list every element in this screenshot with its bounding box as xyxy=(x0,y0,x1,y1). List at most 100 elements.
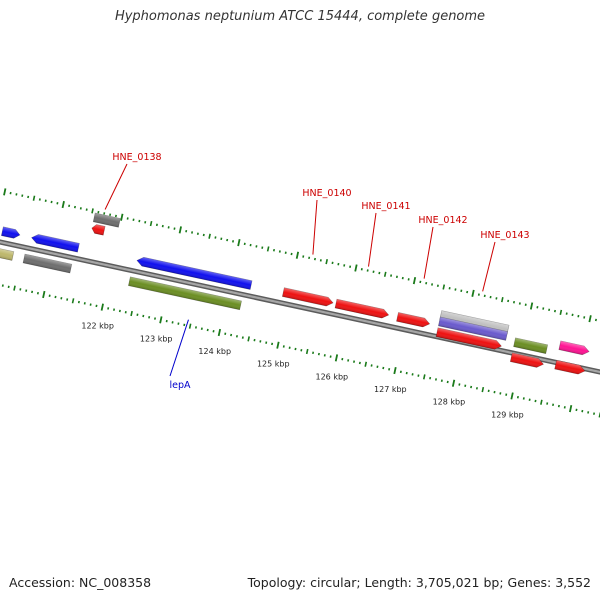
gene-g-blue-1 xyxy=(31,234,80,253)
gene-label-hne_0142: HNE_0142 xyxy=(418,215,467,226)
tick-mark xyxy=(32,195,36,201)
tick-mark xyxy=(364,361,368,367)
gene-g-lepA-olive xyxy=(128,276,242,311)
tick-mark xyxy=(188,323,192,329)
tick-mark xyxy=(559,309,563,315)
tick-mark xyxy=(451,379,456,387)
gene-shading xyxy=(396,312,430,327)
gene-shading xyxy=(510,352,544,368)
leader-line-hne_0138 xyxy=(104,163,128,210)
tick-label-126-kbp: 126 kbp xyxy=(316,372,349,381)
kbp-tick-labels: 122 kbp 123 kbp 124 kbp 125 kbp 126 kbp 127 k… xyxy=(81,322,523,420)
tick-mark xyxy=(71,298,75,304)
tick-mark xyxy=(442,284,446,290)
gene-g-HNE_0143-red xyxy=(435,327,502,350)
gene-shading xyxy=(1,226,20,239)
gene-g-HNE_0143-lav xyxy=(438,316,508,341)
gene-g-khaki-0 xyxy=(0,247,15,261)
leader-line-hne_0142 xyxy=(423,226,434,279)
gene-shading xyxy=(439,310,510,334)
tick-mark xyxy=(481,386,485,393)
gene-g-olive-2 xyxy=(513,337,549,354)
accession-text: Accession: NC_008358 xyxy=(9,575,152,590)
gene-shading xyxy=(91,224,106,236)
tick-mark xyxy=(529,302,534,310)
gene-g-HNE_0142 xyxy=(396,312,431,328)
tick-mark xyxy=(237,238,241,247)
gene-shading xyxy=(438,317,508,341)
tick-label-124-kbp: 124 kbp xyxy=(198,347,231,356)
tick-mark xyxy=(422,374,426,380)
tick-mark xyxy=(120,213,124,221)
tick-mark xyxy=(588,315,592,323)
tick-mark xyxy=(13,285,16,291)
gene-label-hne_0143: HNE_0143 xyxy=(480,230,529,241)
gene-label-hne_0140: HNE_0140 xyxy=(302,188,351,199)
tick-label-125-kbp: 125 kbp xyxy=(257,360,290,369)
tick-mark xyxy=(42,290,46,299)
tick-mark xyxy=(540,399,543,405)
tick-mark xyxy=(276,341,280,349)
gene-shading xyxy=(436,327,502,350)
tick-mark xyxy=(149,220,153,227)
tick-mark xyxy=(100,303,104,311)
gene-shading xyxy=(136,257,253,290)
leader-line-hne_0140 xyxy=(312,199,318,255)
tick-label-128-kbp: 128 kbp xyxy=(433,398,466,407)
tick-mark xyxy=(393,366,397,375)
tick-label-122-kbp: 122 kbp xyxy=(81,322,114,331)
gene-shading xyxy=(128,276,242,310)
tick-mark xyxy=(334,354,339,362)
gene-g-magenta xyxy=(558,340,590,356)
genome-backbone xyxy=(0,239,600,375)
tick-mark xyxy=(178,226,182,234)
gene-g-gray-2 xyxy=(92,212,121,228)
tick-mark xyxy=(295,251,300,259)
tick-mark xyxy=(305,348,309,355)
label-leader-lines xyxy=(104,163,496,377)
gene-shading xyxy=(0,248,14,261)
gene-label-hne_0141: HNE_0141 xyxy=(361,201,410,212)
tick-mark xyxy=(510,392,514,400)
tick-label-123-kbp: 123 kbp xyxy=(140,334,173,343)
tick-mark xyxy=(91,208,94,214)
gene-shading xyxy=(513,337,548,354)
tick-mark xyxy=(266,246,270,252)
gene-shading xyxy=(23,254,72,274)
gene-g-red-1 xyxy=(91,224,106,236)
tick-mark xyxy=(217,328,222,337)
gene-features xyxy=(0,212,590,375)
gene-g-gray-1 xyxy=(22,253,73,274)
outer-tick-marks xyxy=(3,188,597,323)
tick-mark xyxy=(3,188,7,196)
genome-summary: Topology: circular; Length: 3,705,021 bp… xyxy=(247,575,591,590)
tick-mark xyxy=(208,233,211,239)
backbone-core xyxy=(0,240,600,374)
tick-label-129-kbp: 129 kbp xyxy=(491,410,524,419)
tick-mark xyxy=(383,271,387,277)
gene-g-HNE_0140 xyxy=(281,287,334,307)
tick-mark xyxy=(568,404,573,413)
gene-label-hne_0138: HNE_0138 xyxy=(112,152,161,163)
gene-shading xyxy=(335,299,389,319)
gene-g-blue-0 xyxy=(1,226,21,239)
tick-mark xyxy=(130,310,133,317)
gene-label-lepa: lepA xyxy=(169,380,191,391)
gene-shading xyxy=(558,340,590,355)
tick-mark xyxy=(247,336,250,342)
leader-line-lepa xyxy=(169,319,189,377)
gene-g-red-end xyxy=(509,352,544,368)
tick-mark xyxy=(354,264,358,272)
gene-g-lepA-blue xyxy=(136,256,253,290)
tick-mark xyxy=(159,316,163,324)
tick-mark xyxy=(471,289,475,297)
gene-shading xyxy=(282,287,334,307)
tick-label-127-kbp: 127 kbp xyxy=(374,385,407,394)
gene-labels: HNE_0138 HNE_0140 HNE_0141 HNE_0142 HNE_0143… xyxy=(112,152,529,391)
map-title: Hyphomonas neptunium ATCC 15444, complet… xyxy=(114,9,486,24)
tick-mark xyxy=(500,297,504,303)
tick-mark xyxy=(325,259,328,265)
gene-shading xyxy=(554,360,585,375)
tick-mark xyxy=(412,277,417,285)
